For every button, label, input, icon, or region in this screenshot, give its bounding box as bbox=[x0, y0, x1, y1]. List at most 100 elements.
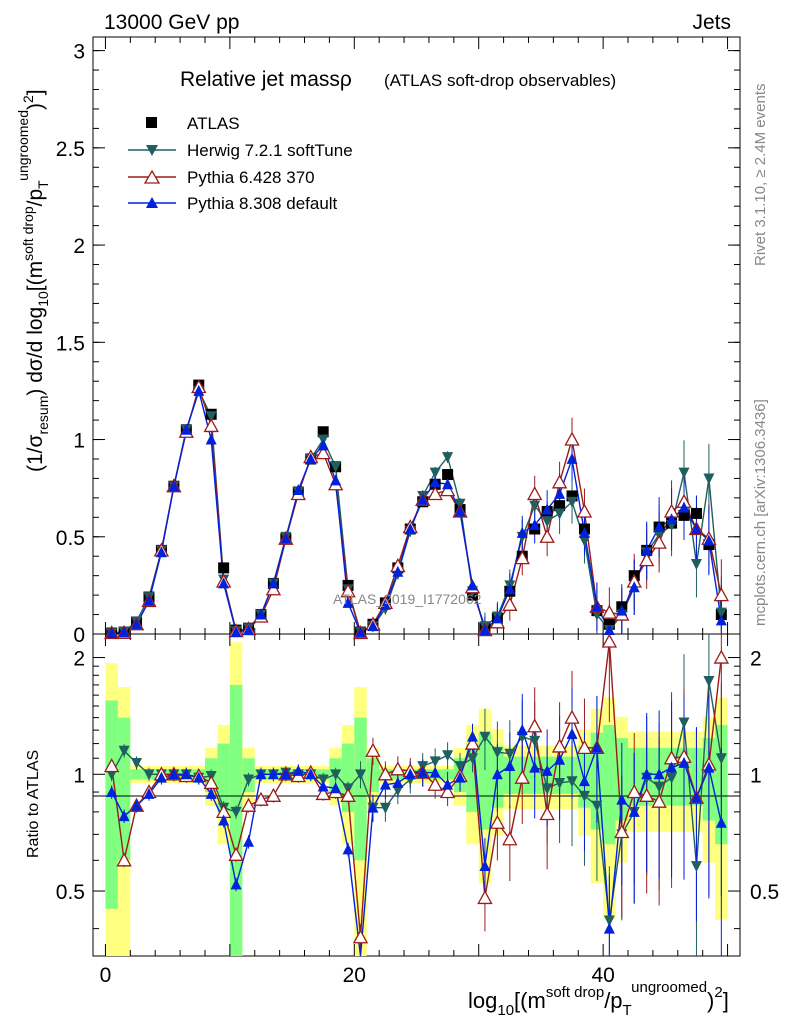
data-point-pythia8 bbox=[466, 579, 478, 591]
data-point-atlas bbox=[317, 426, 329, 438]
legend-marker-pythia6 bbox=[143, 169, 161, 184]
ratio-point-herwig bbox=[541, 783, 553, 795]
ratio-point-herwig bbox=[591, 800, 603, 812]
ratio-point-pythia8 bbox=[678, 756, 690, 768]
data-point-pythia8 bbox=[690, 522, 702, 534]
ratio-point-pythia8 bbox=[591, 741, 603, 753]
ratio-point-pythia8 bbox=[168, 768, 180, 780]
ratio-point-pythia8 bbox=[379, 778, 391, 790]
data-point-herwig bbox=[715, 607, 727, 619]
ratio-point-herwig bbox=[578, 790, 590, 802]
data-point-pythia8 bbox=[292, 484, 304, 496]
data-point-pythia8 bbox=[653, 520, 665, 532]
ratio-point-pythia6 bbox=[427, 776, 443, 791]
data-point-pythia8 bbox=[243, 624, 255, 636]
data-point-pythia6 bbox=[638, 552, 655, 567]
data-point-pythia8 bbox=[591, 600, 603, 612]
data-point-herwig bbox=[566, 496, 578, 508]
ratio-point-herwig bbox=[442, 750, 454, 762]
data-point-pythia8 bbox=[155, 546, 167, 558]
ratio-point-herwig bbox=[479, 731, 491, 743]
ratio-point-pythia6 bbox=[601, 633, 618, 648]
data-point-pythia8 bbox=[442, 478, 454, 490]
data-point-pythia6 bbox=[539, 528, 555, 543]
data-point-pythia8 bbox=[379, 598, 391, 610]
legend: ATLAS Herwig 7.2.1 softTune Pythia 6.428… bbox=[128, 114, 353, 213]
ratio-point-pythia8 bbox=[118, 810, 130, 822]
ratio-y-tick-label-right: 1 bbox=[750, 764, 762, 787]
ratio-point-pythia8 bbox=[292, 764, 304, 776]
ratio-point-pythia8 bbox=[317, 780, 329, 792]
data-point-pythia6 bbox=[651, 534, 667, 549]
ratio-point-pythia8 bbox=[131, 799, 143, 811]
ratio-point-herwig bbox=[491, 747, 503, 759]
data-point-atlas bbox=[690, 507, 702, 519]
ratio-point-pythia8 bbox=[628, 805, 640, 817]
data-point-pythia8 bbox=[305, 452, 317, 464]
ratio-point-pythia8 bbox=[529, 761, 541, 773]
ratio-point-pythia6 bbox=[614, 824, 630, 839]
ratio-point-pythia6 bbox=[116, 852, 132, 867]
ratio-point-pythia6 bbox=[352, 929, 369, 944]
ratio-point-pythia8 bbox=[193, 771, 205, 783]
main-y-tick-label: 3 bbox=[73, 41, 85, 64]
data-point-pythia8 bbox=[666, 513, 678, 525]
ratio-point-pythia8 bbox=[566, 727, 578, 739]
ratio-point-herwig bbox=[143, 769, 155, 781]
data-point-pythia6 bbox=[265, 581, 282, 596]
ratio-point-pythia6 bbox=[514, 769, 530, 784]
x-tick-label: 0 bbox=[100, 964, 112, 987]
data-point-pythia8 bbox=[131, 618, 143, 630]
ratio-point-herwig bbox=[529, 735, 541, 747]
legend-marker-herwig bbox=[146, 145, 158, 156]
ratio-point-pythia6 bbox=[651, 793, 667, 808]
main-y-tick-label: 0.5 bbox=[56, 527, 85, 550]
ratio-point-pythia8 bbox=[466, 730, 478, 742]
main-y-tick-label: 1 bbox=[73, 430, 85, 453]
ratio-point-pythia8 bbox=[641, 768, 653, 780]
ratio-band-stat bbox=[478, 732, 492, 830]
ratio-point-pythia6 bbox=[253, 791, 269, 806]
ratio-point-pythia8 bbox=[267, 768, 279, 780]
data-point-pythia6 bbox=[713, 587, 730, 602]
ratio-point-pythia8 bbox=[616, 793, 628, 805]
ratio-point-herwig bbox=[230, 806, 242, 818]
data-point-pythia8 bbox=[417, 493, 429, 505]
data-point-pythia8 bbox=[454, 505, 466, 517]
ratio-point-herwig bbox=[653, 781, 665, 793]
data-point-pythia8 bbox=[342, 596, 354, 608]
ratio-point-pythia8 bbox=[205, 787, 217, 799]
ratio-point-herwig bbox=[678, 717, 690, 729]
data-point-pythia6 bbox=[527, 486, 543, 501]
ratio-point-pythia8 bbox=[429, 766, 441, 778]
data-point-pythia8 bbox=[168, 480, 180, 492]
x-tick-label: 20 bbox=[343, 964, 366, 987]
data-point-atlas bbox=[566, 490, 578, 502]
ratio-point-pythia8 bbox=[106, 785, 118, 797]
data-point-pythia6 bbox=[551, 474, 568, 489]
data-point-herwig bbox=[678, 467, 690, 479]
data-point-pythia8 bbox=[504, 583, 516, 595]
data-point-pythia6 bbox=[315, 445, 331, 460]
ratio-point-pythia8 bbox=[703, 761, 715, 773]
data-point-pythia6 bbox=[340, 583, 356, 598]
ratio-point-pythia8 bbox=[330, 782, 342, 794]
ratio-point-pythia8 bbox=[392, 776, 404, 788]
ratio-point-pythia8 bbox=[255, 768, 267, 780]
ratio-point-pythia6 bbox=[228, 846, 244, 861]
ratio-y-tick-label-right: 2 bbox=[750, 648, 762, 671]
main-y-tick-label: 1.5 bbox=[56, 332, 85, 355]
ratio-point-pythia8 bbox=[504, 760, 516, 772]
data-point-pythia8 bbox=[205, 433, 217, 445]
data-point-pythia8 bbox=[491, 612, 503, 624]
ratio-point-pythia6 bbox=[340, 787, 356, 802]
data-point-pythia8 bbox=[578, 526, 590, 538]
data-point-pythia8 bbox=[330, 474, 342, 486]
ratio-point-herwig bbox=[243, 774, 255, 786]
ratio-band-stat bbox=[217, 743, 230, 812]
ratio-point-herwig bbox=[466, 753, 478, 765]
analysis-watermark: ATLAS_2019_I1772062 bbox=[333, 591, 482, 607]
data-point-herwig bbox=[578, 535, 590, 547]
data-point-pythia8 bbox=[143, 594, 155, 606]
ratio-plot-frame bbox=[92, 633, 741, 957]
